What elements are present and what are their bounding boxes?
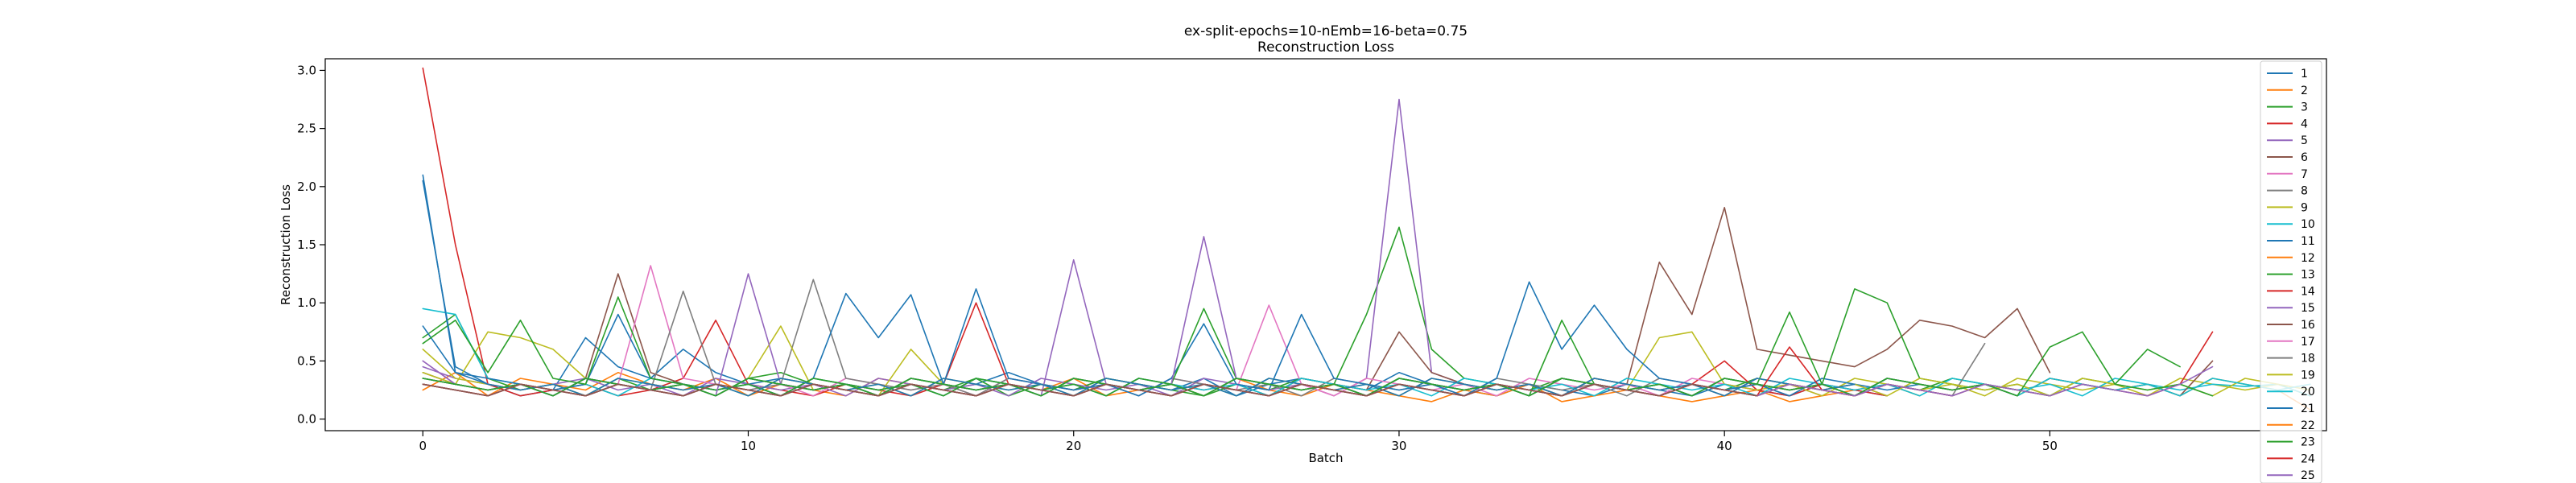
y-tick-label: 2.0 — [297, 180, 316, 194]
legend-label: 12 — [2301, 252, 2315, 265]
y-ticks: 0.0 0.5 1.0 1.5 2.0 2.5 3.0 — [297, 63, 325, 427]
y-tick-label: 3.0 — [297, 63, 316, 77]
y-tick-label: 1.5 — [297, 237, 316, 252]
legend-frame — [2260, 60, 2322, 483]
legend-label: 5 — [2301, 134, 2308, 147]
legend-label: 8 — [2301, 185, 2308, 198]
legend-item-23: 23 — [2267, 436, 2315, 449]
legend-item-6: 6 — [2267, 151, 2308, 164]
y-tick-label: 0.5 — [297, 353, 316, 368]
legend-item-1: 1 — [2267, 68, 2308, 80]
legend-item-9: 9 — [2267, 201, 2308, 214]
legend-label: 13 — [2301, 269, 2315, 282]
legend-label: 20 — [2301, 386, 2315, 398]
series-layer — [422, 67, 2311, 411]
legend-item-7: 7 — [2267, 168, 2308, 181]
legend-label: 2 — [2301, 85, 2308, 97]
y-tick-label: 0.0 — [297, 412, 316, 427]
legend-item-19: 19 — [2267, 369, 2315, 382]
legend-item-25: 25 — [2267, 469, 2315, 482]
legend-item-15: 15 — [2267, 302, 2315, 315]
legend-label: 1 — [2301, 68, 2308, 80]
x-tick-label: 50 — [2042, 439, 2058, 453]
legend-label: 9 — [2301, 201, 2308, 214]
chart-title: ex-split-epochs=10-nEmb=16-beta=0.75 — [1184, 23, 1468, 39]
legend-label: 25 — [2301, 469, 2315, 482]
legend-item-11: 11 — [2267, 235, 2315, 248]
legend-item-13: 13 — [2267, 269, 2315, 282]
legend-item-18: 18 — [2267, 353, 2315, 365]
legend-item-21: 21 — [2267, 402, 2315, 415]
legend-label: 21 — [2301, 402, 2315, 415]
legend-label: 24 — [2301, 452, 2315, 465]
legend-item-16: 16 — [2267, 319, 2315, 332]
y-tick-label: 2.5 — [297, 122, 316, 136]
legend-item-8: 8 — [2267, 185, 2308, 198]
legend-label: 23 — [2301, 436, 2315, 449]
legend-label: 15 — [2301, 302, 2315, 315]
plot-area: 0 10 20 30 40 50 0.0 0.5 1.0 1.5 2.0 2.5 3.0 — [297, 58, 2327, 453]
series-line-26 — [422, 383, 1758, 397]
x-ticks: 0 10 20 30 40 50 — [419, 431, 2058, 453]
legend-item-4: 4 — [2267, 118, 2308, 130]
legend-item-24: 24 — [2267, 452, 2315, 465]
legend-label: 3 — [2301, 101, 2308, 114]
legend-item-17: 17 — [2267, 336, 2315, 349]
legend-label: 16 — [2301, 319, 2315, 332]
legend-item-14: 14 — [2267, 285, 2315, 298]
legend-label: 10 — [2301, 218, 2315, 231]
legend-label: 11 — [2301, 235, 2315, 248]
legend-item-5: 5 — [2267, 134, 2308, 147]
series-line-21 — [422, 174, 1856, 397]
legend-item-2: 2 — [2267, 85, 2308, 97]
legend-item-22: 22 — [2267, 419, 2315, 432]
legend-label: 7 — [2301, 168, 2308, 181]
x-tick-label: 40 — [1717, 439, 1732, 453]
legend-item-20: 20 — [2267, 386, 2315, 398]
x-axis-label: Batch — [1308, 451, 1343, 465]
x-tick-label: 30 — [1391, 439, 1406, 453]
plot-frame — [324, 58, 2327, 431]
chart-subtitle: Reconstruction Loss — [1257, 39, 1394, 56]
legend-label: 6 — [2301, 151, 2308, 164]
legend-label: 4 — [2301, 118, 2308, 130]
x-tick-label: 0 — [419, 439, 427, 453]
legend-label: 14 — [2301, 285, 2315, 298]
y-tick-label: 1.0 — [297, 295, 316, 310]
legend-items: 1234567891011121314151617181920212223242… — [2267, 68, 2315, 482]
legend-label: 17 — [2301, 336, 2315, 349]
x-tick-label: 20 — [1066, 439, 1081, 453]
legend-item-3: 3 — [2267, 101, 2308, 114]
legend-label: 22 — [2301, 419, 2315, 432]
legend-label: 19 — [2301, 369, 2315, 382]
legend-item-12: 12 — [2267, 252, 2315, 265]
legend-label: 18 — [2301, 353, 2315, 365]
y-axis-label: Reconstruction Loss — [279, 184, 293, 305]
x-tick-label: 10 — [741, 439, 756, 453]
legend: 1234567891011121314151617181920212223242… — [2260, 60, 2322, 483]
legend-item-10: 10 — [2267, 218, 2315, 231]
plot-background — [325, 59, 2326, 431]
